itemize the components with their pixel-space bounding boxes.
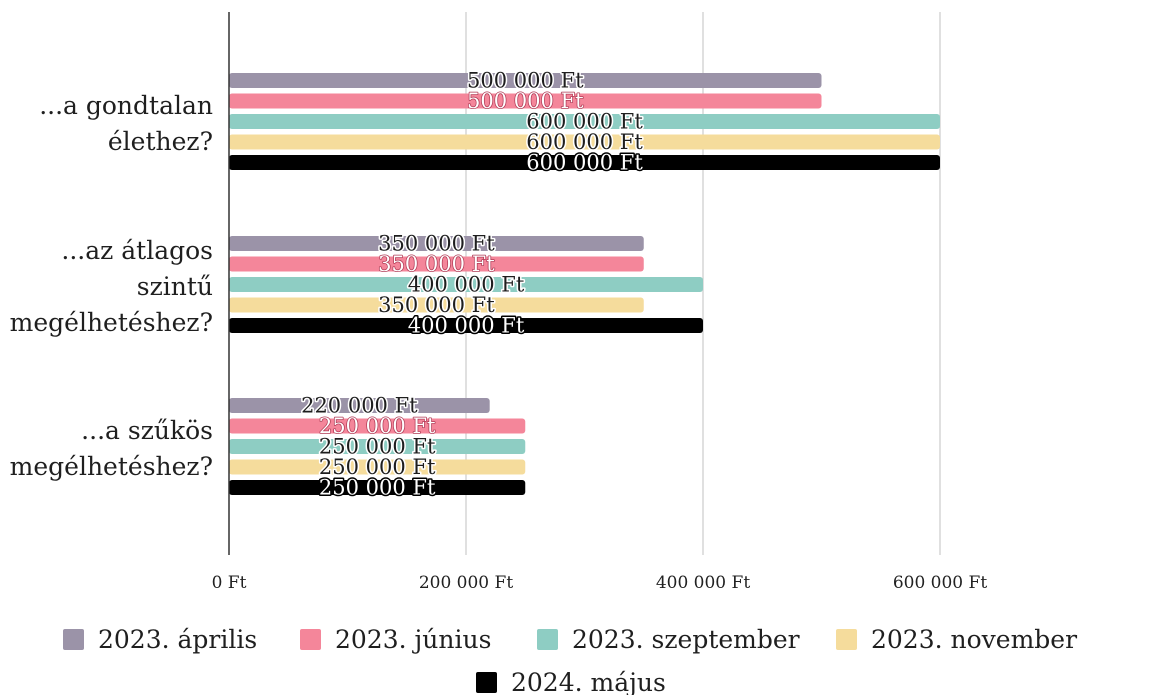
legend-label-2: 2023. szeptember [572,625,800,654]
bars [229,73,940,495]
category-label-2-line-1: megélhetéshez? [10,452,213,481]
bar-c0-s2 [229,114,940,129]
category-label-1-line-0: ...az átlagos [61,236,213,265]
x-tick-label-3: 600 000 Ft [893,573,987,593]
bar-c0-s4 [229,155,940,170]
legend-swatch-3 [836,629,857,650]
data-label-c2-s2: 250 000 Ft [319,435,436,459]
x-tick-label-0: 0 Ft [212,573,247,593]
category-label-0-line-1: élethez? [108,127,213,156]
data-label-c0-s1: 500 000 Ft [467,89,584,113]
data-label-c1-s1: 350 000 Ft [378,252,495,276]
data-label-c0-s0: 500 000 Ft [467,69,584,93]
data-label-c1-s3: 350 000 Ft [378,293,495,317]
category-label-2-line-0: ...a szűkös [81,416,213,445]
x-tick-label-1: 200 000 Ft [419,573,513,593]
bar-c1-s2 [229,277,703,292]
category-labels: ...a gondtalan élethez? ...az átlagos szint… [10,91,213,481]
bar-c1-s4 [229,318,703,333]
bar-c0-s3 [229,134,940,150]
bar-c2-s3 [229,459,526,475]
data-label-c0-s2: 600 000 Ft [526,110,643,134]
legend-label-4: 2024. május [511,668,666,695]
data-label-c1-s0: 350 000 Ft [378,232,495,256]
data-label-c2-s4: 250 000 Ft [319,476,436,500]
data-label-c2-s0: 220 000 Ft [301,394,418,418]
data-label-c1-s2: 400 000 Ft [408,273,525,297]
x-tick-label-2: 400 000 Ft [656,573,750,593]
bar-c1-s0 [229,236,644,251]
category-label-0-line-0: ...a gondtalan [39,91,213,120]
bar-c2-s2 [229,439,526,454]
data-label-c1-s4: 400 000 Ft [408,314,525,338]
data-label-c0-s4: 600 000 Ft [526,151,643,175]
bar-c1-s3 [229,297,644,313]
category-label-1-line-2: megélhetéshez? [10,308,213,337]
data-label-c2-s3: 250 000 Ft [319,455,436,479]
legend-swatch-0 [63,629,84,650]
legend-label-0: 2023. április [98,625,257,654]
legend-label-3: 2023. november [871,625,1077,654]
bar-c2-s4 [229,480,526,495]
bar-c2-s1 [229,418,526,434]
legend-swatch-1 [300,629,321,650]
bar-c0-s1 [229,93,822,109]
legend-label-1: 2023. június [335,625,491,654]
legend-swatch-4 [476,672,497,693]
bar-c2-s0 [229,398,490,413]
legend: 2023. április 2023. június 2023. szeptembe… [63,625,1077,695]
legend-swatch-2 [537,629,558,650]
bar-c0-s0 [229,73,822,88]
bar-c1-s1 [229,256,644,272]
category-label-1-line-1: szintű [137,272,213,301]
data-label-c2-s1: 250 000 Ft [319,414,436,438]
data-label-c0-s3: 600 000 Ft [526,130,643,154]
x-tick-labels: 0 Ft 200 000 Ft 400 000 Ft 600 000 Ft [212,573,988,593]
